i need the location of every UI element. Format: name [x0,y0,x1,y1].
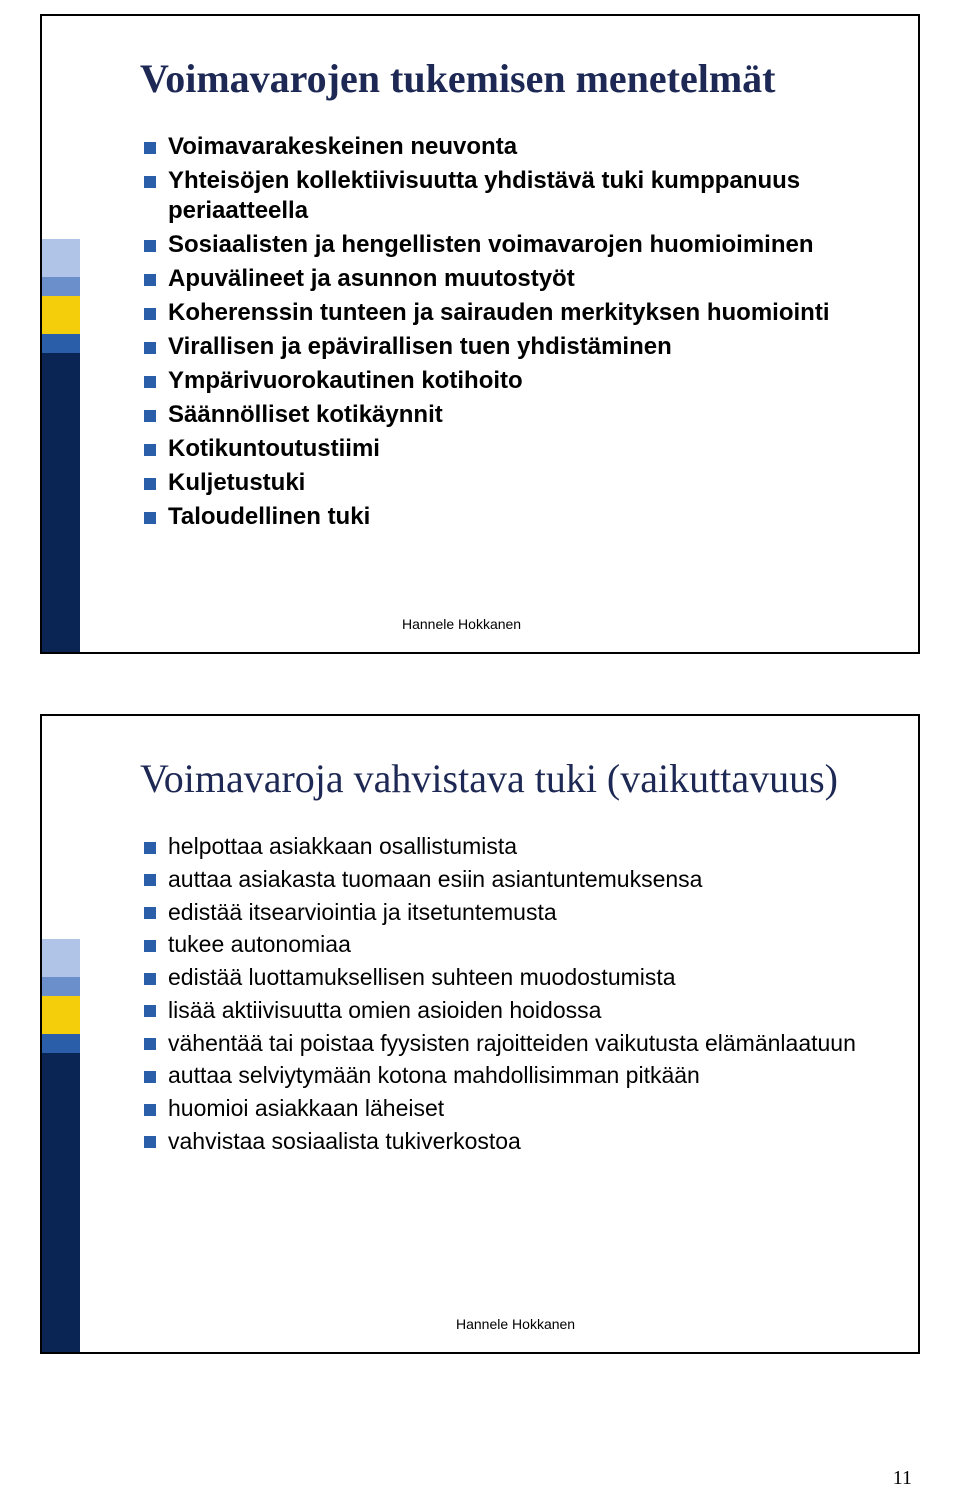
slide-1: Voimavarojen tukemisen menetelmät Voimav… [40,14,920,654]
list-item: Ympärivuorokautinen kotihoito [140,366,876,396]
list-item: Taloudellinen tuki [140,502,876,532]
slide-2: Voimavaroja vahvistava tuki (vaikuttavuu… [40,714,920,1354]
page-number: 11 [893,1467,912,1490]
list-item: Kuljetustuki [140,468,876,498]
footer-credit: Hannele Hokkanen [456,1316,575,1332]
list-item: Voimavarakeskeinen neuvonta [140,132,876,162]
list-item: edistää itsearviointia ja itsetuntemusta [140,898,876,927]
slide-title: Voimavaroja vahvistava tuki (vaikuttavuu… [140,756,876,802]
page: Voimavarojen tukemisen menetelmät Voimav… [0,0,960,1508]
bullet-list: Voimavarakeskeinen neuvonta Yhteisöjen k… [140,132,876,532]
slide-title: Voimavarojen tukemisen menetelmät [140,56,876,102]
list-item: Kotikuntoutustiimi [140,434,876,464]
list-item: Koherenssin tunteen ja sairauden merkity… [140,298,876,328]
list-item: auttaa asiakasta tuomaan esiin asiantunt… [140,865,876,894]
side-decoration [42,716,80,1352]
footer-credit: Hannele Hokkanen [402,616,521,632]
list-item: vahvistaa sosiaalista tukiverkostoa [140,1127,876,1156]
list-item: vähentää tai poistaa fyysisten rajoittei… [140,1029,876,1058]
list-item: helpottaa asiakkaan osallistumista [140,832,876,861]
list-item: Säännölliset kotikäynnit [140,400,876,430]
list-item: Yhteisöjen kollektiivisuutta yhdistävä t… [140,166,876,226]
list-item: edistää luottamuksellisen suhteen muodos… [140,963,876,992]
side-decoration [42,16,80,652]
list-item: tukee autonomiaa [140,930,876,959]
list-item: Apuvälineet ja asunnon muutostyöt [140,264,876,294]
list-item: Virallisen ja epävirallisen tuen yhdistä… [140,332,876,362]
list-item: auttaa selviytymään kotona mahdollisimma… [140,1061,876,1090]
list-item: huomioi asiakkaan läheiset [140,1094,876,1123]
bullet-list: helpottaa asiakkaan osallistumista autta… [140,832,876,1156]
list-item: Sosiaalisten ja hengellisten voimavaroje… [140,230,876,260]
list-item: lisää aktiivisuutta omien asioiden hoido… [140,996,876,1025]
